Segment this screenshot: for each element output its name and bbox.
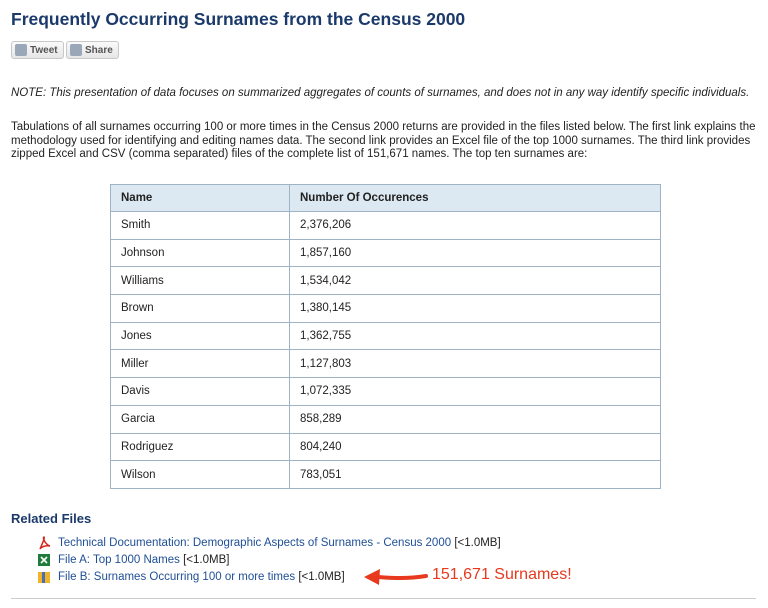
header-cell: Name bbox=[110, 184, 290, 212]
file-entry: File A: Top 1000 Names [<1.0MB] bbox=[58, 554, 229, 566]
table-body: Smith 2,376,206 Johnson 1,857,160 Williams 1,… bbox=[110, 211, 661, 489]
excel-icon bbox=[38, 554, 50, 566]
paragraph: Tabulations of all surnames occurring 10… bbox=[11, 121, 756, 160]
page-title: Frequently Occurring Surnames from the C… bbox=[11, 9, 466, 29]
surname-cell: Williams bbox=[110, 266, 290, 296]
table-row: Miller 1,127,803 bbox=[110, 349, 661, 379]
table-row: Rodriguez 804,240 bbox=[110, 432, 661, 462]
count-cell: 1,072,335 bbox=[289, 377, 661, 406]
file-entry: File B: Surnames Occurring 100 or more t… bbox=[58, 571, 345, 583]
count-cell: 783,051 bbox=[289, 460, 661, 489]
file-item: Technical Documentation: Demographic Asp… bbox=[37, 536, 501, 550]
annotation: 151,671 Surnames! bbox=[432, 566, 572, 583]
section-title: Related Files bbox=[11, 511, 92, 526]
header-row: Name Number Of Occurences bbox=[110, 184, 661, 212]
surname-cell: Rodriguez bbox=[110, 432, 290, 462]
zip-icon bbox=[38, 572, 50, 583]
count-cell: 1,362,755 bbox=[289, 321, 661, 351]
share-button[interactable]: Share bbox=[66, 41, 119, 59]
count-cell: 2,376,206 bbox=[289, 211, 661, 240]
file-size: [<1.0MB] bbox=[298, 571, 345, 583]
tweet-icon bbox=[15, 44, 27, 56]
surname-cell: Smith bbox=[110, 211, 290, 240]
surname-cell: Miller bbox=[110, 349, 290, 379]
count-cell: 1,857,160 bbox=[289, 238, 661, 268]
table-row: Garcia 858,289 bbox=[110, 404, 661, 434]
table-row: Davis 1,072,335 bbox=[110, 377, 661, 406]
pdf-icon bbox=[39, 536, 51, 550]
divider bbox=[11, 598, 756, 599]
count-cell: 1,380,145 bbox=[289, 294, 661, 323]
file-item: File B: Surnames Occurring 100 or more t… bbox=[37, 570, 345, 584]
table-head: Name Number Of Occurences bbox=[110, 184, 661, 212]
surname-cell: Garcia bbox=[110, 404, 290, 434]
file-size: [<1.0MB] bbox=[183, 554, 230, 566]
file-link[interactable]: Technical Documentation: Demographic Asp… bbox=[58, 537, 452, 549]
file-item: File A: Top 1000 Names [<1.0MB] bbox=[37, 553, 229, 567]
surname-table: Name Number Of Occurences Smith 2,376,206… bbox=[110, 184, 661, 489]
header-cell: Number Of Occurences bbox=[289, 184, 661, 212]
tweet-label: Tweet bbox=[30, 44, 58, 56]
share-label: Share bbox=[85, 44, 113, 56]
surname-cell: Johnson bbox=[110, 238, 290, 268]
table-row: Smith 2,376,206 bbox=[110, 211, 661, 240]
file-link[interactable]: File A: Top 1000 Names bbox=[58, 554, 180, 566]
surname-cell: Jones bbox=[110, 321, 290, 351]
surname-cell: Wilson bbox=[110, 460, 290, 489]
share-icon bbox=[70, 44, 82, 56]
file-size: [<1.0MB] bbox=[454, 537, 501, 549]
note: NOTE: This presentation of data focuses … bbox=[11, 87, 750, 99]
count-cell: 1,534,042 bbox=[289, 266, 661, 296]
file-entry: Technical Documentation: Demographic Asp… bbox=[58, 537, 501, 549]
annotation-arrow bbox=[364, 569, 428, 585]
surname-cell: Brown bbox=[110, 294, 290, 323]
table-row: Johnson 1,857,160 bbox=[110, 238, 661, 268]
count-cell: 1,127,803 bbox=[289, 349, 661, 379]
tweet-button[interactable]: Tweet bbox=[11, 41, 64, 59]
surname-cell: Davis bbox=[110, 377, 290, 406]
file-link[interactable]: File B: Surnames Occurring 100 or more t… bbox=[58, 571, 296, 583]
table-row: Wilson 783,051 bbox=[110, 460, 661, 489]
table-row: Williams 1,534,042 bbox=[110, 266, 661, 296]
table-row: Brown 1,380,145 bbox=[110, 294, 661, 323]
table-row: Jones 1,362,755 bbox=[110, 321, 661, 351]
count-cell: 858,289 bbox=[289, 404, 661, 434]
count-cell: 804,240 bbox=[289, 432, 661, 462]
